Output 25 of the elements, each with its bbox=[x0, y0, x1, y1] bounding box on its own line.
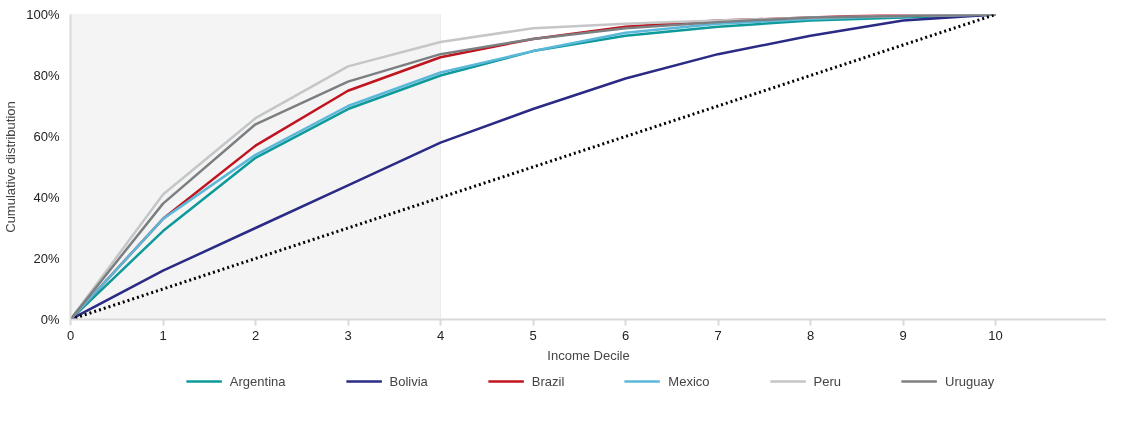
x-tick-label: 3 bbox=[344, 327, 352, 343]
x-tick-label: 8 bbox=[806, 327, 815, 343]
legend-label: Peru bbox=[813, 373, 841, 389]
y-tick-label: 0% bbox=[40, 312, 60, 327]
legend-label: Brazil bbox=[531, 373, 565, 389]
x-tick-label: 0 bbox=[66, 327, 75, 343]
legend-label: Uruguay bbox=[944, 373, 995, 389]
x-tick-label: 1 bbox=[159, 327, 167, 343]
x-tick-label: 9 bbox=[899, 327, 907, 343]
x-axis-title: Income Decile bbox=[547, 347, 630, 363]
x-tick-label: 4 bbox=[436, 327, 445, 343]
x-tick-label: 7 bbox=[714, 327, 722, 343]
x-tick-label: 5 bbox=[529, 327, 537, 343]
x-tick-label: 6 bbox=[621, 327, 630, 343]
y-tick-label: 80% bbox=[33, 68, 60, 83]
legend-label: Mexico bbox=[668, 373, 710, 389]
y-tick-label: 40% bbox=[33, 190, 60, 205]
y-axis-title: Cumulative distribution bbox=[3, 101, 19, 233]
legend-label: Bolivia bbox=[389, 373, 428, 389]
y-tick-label: 20% bbox=[33, 251, 60, 266]
y-tick-label: 100% bbox=[26, 7, 60, 22]
x-tick-label: 2 bbox=[251, 327, 260, 343]
x-tick-label: 10 bbox=[988, 327, 1003, 343]
y-tick-label: 60% bbox=[33, 129, 60, 144]
legend-label: Argentina bbox=[229, 373, 286, 389]
